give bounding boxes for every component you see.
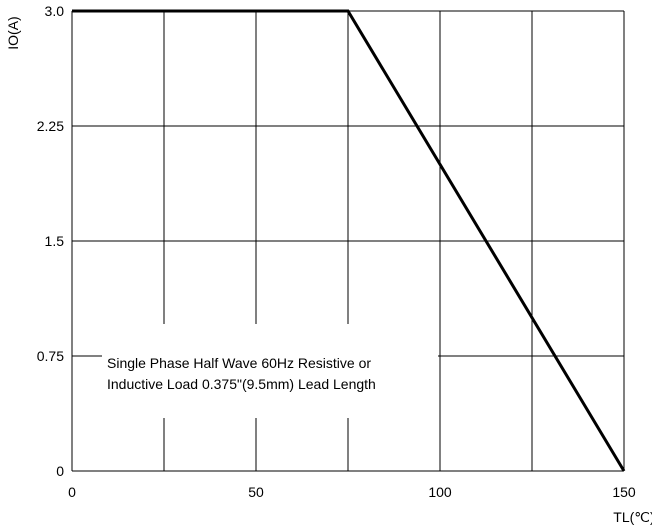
y-tick-label: 3.0 — [45, 3, 65, 19]
annotation-line-1: Single Phase Half Wave 60Hz Resistive or — [107, 355, 371, 371]
annotation-line-2: Inductive Load 0.375"(9.5mm) Lead Length — [107, 376, 376, 392]
y-tick-label: 0 — [56, 463, 64, 479]
y-tick-label: 1.5 — [45, 233, 65, 249]
series-line — [72, 9, 626, 472]
annotation-background — [102, 324, 438, 418]
series-layer — [72, 9, 626, 472]
x-tick-label: 100 — [428, 484, 452, 500]
y-tick-label: 0.75 — [37, 348, 64, 364]
x-tick-label: 150 — [612, 484, 636, 500]
x-tick-label: 0 — [68, 484, 76, 500]
y-tick-label: 2.25 — [37, 118, 64, 134]
x-axis-label: TL(℃) — [613, 509, 652, 525]
tick-labels: 0 0.75 1.5 2.25 3.0 0 50 100 150 — [37, 3, 636, 500]
x-tick-label: 50 — [248, 484, 264, 500]
y-axis-label: IO(A) — [5, 16, 21, 49]
